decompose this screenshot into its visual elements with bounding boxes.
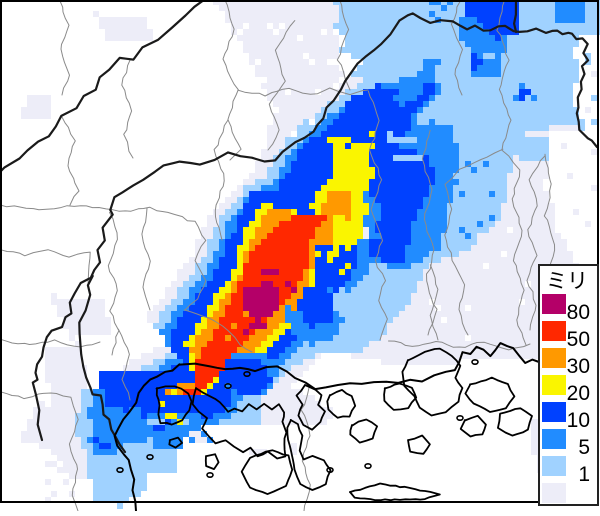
- svg-text:20: 20: [567, 382, 590, 405]
- svg-text:80: 80: [567, 301, 590, 324]
- svg-text:ミリ: ミリ: [546, 270, 588, 293]
- svg-text:30: 30: [567, 355, 590, 378]
- svg-text:5: 5: [578, 436, 590, 459]
- svg-text:10: 10: [567, 409, 590, 432]
- svg-text:50: 50: [567, 328, 590, 351]
- svg-text:1: 1: [578, 463, 590, 486]
